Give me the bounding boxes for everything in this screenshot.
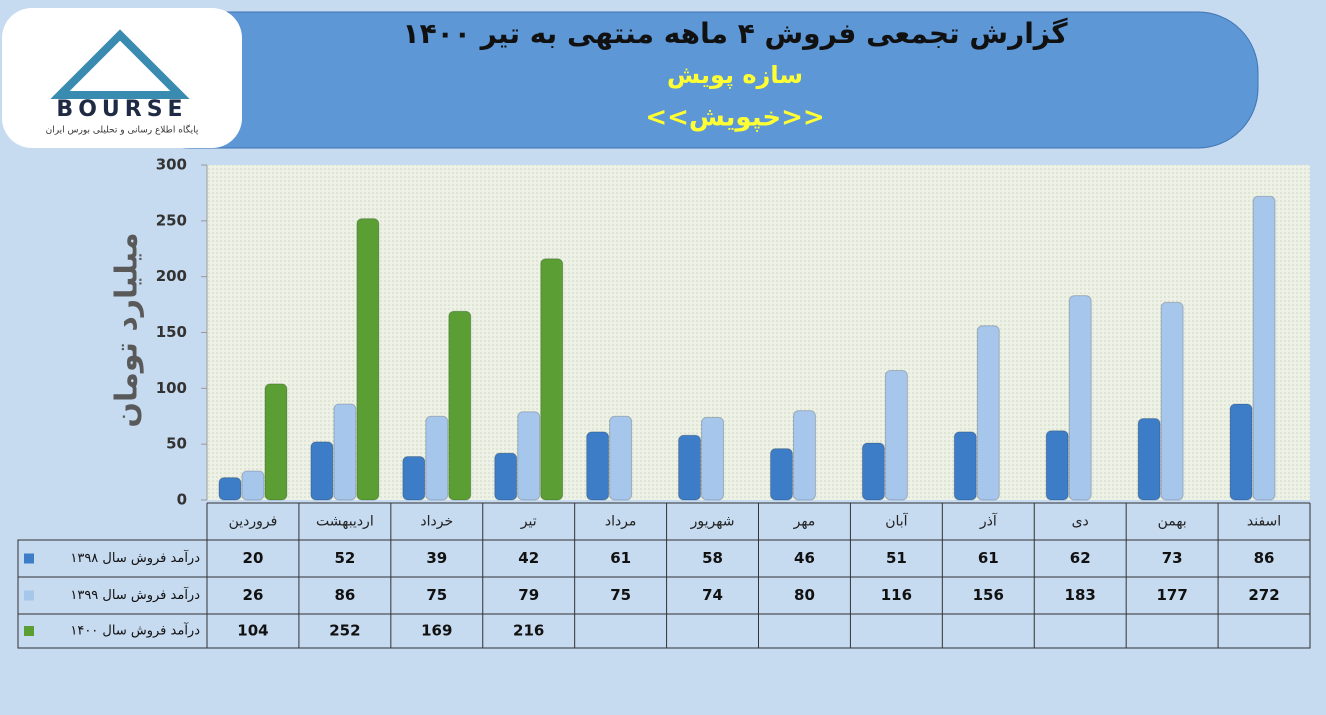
bar	[494, 452, 518, 501]
table-value: 73	[1162, 549, 1183, 567]
bar	[769, 448, 793, 501]
y-tick-label: 250	[156, 211, 187, 229]
y-tick-label: 0	[177, 491, 187, 509]
x-tick-label: خرداد	[420, 514, 453, 530]
bar	[448, 310, 472, 501]
table-value: 62	[1070, 549, 1091, 567]
bar	[356, 218, 380, 501]
chart-subtitle: سازه پویش	[667, 61, 803, 89]
bar	[218, 477, 242, 501]
bar	[1160, 301, 1184, 501]
table-value: 79	[518, 586, 539, 604]
bar	[586, 431, 610, 501]
x-tick-label: بهمن	[1158, 514, 1187, 530]
chart-symbol: <<خپویش>>	[645, 103, 824, 133]
legend-label: درآمد فروش سال ۱۳۹۹	[70, 586, 200, 603]
bar	[402, 455, 426, 501]
logo-shape	[50, 29, 190, 99]
y-tick-label: 300	[156, 156, 187, 174]
bar	[1229, 403, 1253, 501]
x-tick-label: آذر	[979, 513, 998, 530]
bar	[1137, 417, 1161, 501]
legend-swatch	[24, 626, 34, 636]
x-tick-label: شهریور	[690, 514, 735, 530]
table-value: 183	[1065, 586, 1096, 604]
table-value: 39	[426, 549, 447, 567]
bar	[701, 416, 725, 501]
bar	[241, 470, 265, 501]
x-tick-label: آبان	[885, 513, 908, 530]
table-value: 52	[334, 549, 355, 567]
table-value: 46	[794, 549, 815, 567]
bar	[976, 325, 1000, 501]
table-value: 75	[610, 586, 631, 604]
bar	[333, 403, 357, 501]
bar	[953, 431, 977, 501]
bar	[884, 369, 908, 501]
y-axis-label: میلیارد تومان	[110, 232, 145, 427]
table-value: 116	[881, 586, 912, 604]
y-tick-label: 150	[156, 323, 187, 341]
legend-swatch	[24, 590, 34, 601]
plot-area	[207, 165, 1310, 500]
y-tick-label: 50	[166, 435, 187, 453]
table-value: 86	[1254, 549, 1275, 567]
x-tick-label: مرداد	[605, 514, 637, 530]
legend-label: درآمد فروش سال ۱۴۰۰	[70, 622, 200, 639]
bar	[792, 410, 816, 501]
bar	[264, 383, 288, 501]
table-value: 42	[518, 549, 539, 567]
x-tick-label: اسفند	[1247, 514, 1281, 530]
x-tick-label: مهر	[793, 514, 816, 530]
bar	[540, 258, 564, 501]
bar	[861, 442, 885, 501]
logo-box	[2, 8, 242, 148]
table-value: 177	[1156, 586, 1187, 604]
bar	[1045, 430, 1069, 501]
table-value: 86	[334, 586, 355, 604]
table-value: 272	[1248, 586, 1279, 604]
legend-label: درآمد فروش سال ۱۳۹۸	[70, 549, 200, 566]
table-value: 216	[513, 622, 544, 640]
bar	[425, 415, 449, 501]
legend-swatch	[24, 553, 34, 564]
y-tick-label: 100	[156, 379, 187, 397]
table-value: 156	[973, 586, 1004, 604]
table-value: 74	[702, 586, 723, 604]
x-tick-label: فروردین	[229, 514, 278, 530]
table-value: 75	[426, 586, 447, 604]
x-tick-label: دی	[1072, 514, 1089, 530]
x-tick-label: اردیبهشت	[316, 514, 374, 530]
logo-tagline: پایگاه اطلاع رسانی و تحلیلی بورس ایران	[46, 124, 199, 136]
table-value: 51	[886, 549, 907, 567]
table-value: 61	[978, 549, 999, 567]
bar	[517, 411, 541, 501]
table-value: 20	[243, 549, 264, 567]
x-tick-label: تیر	[520, 514, 537, 530]
bar	[609, 415, 633, 501]
bar	[678, 434, 702, 501]
table-value: 104	[237, 622, 268, 640]
bar	[1068, 295, 1092, 501]
y-tick-label: 200	[156, 267, 187, 285]
table-value: 169	[421, 622, 452, 640]
bar	[310, 441, 334, 501]
logo-text: BOURSE	[56, 97, 187, 122]
chart-title: گزارش تجمعی فروش ۴ ماهه منتهی به تیر ۱۴۰…	[402, 17, 1068, 50]
table-value: 80	[794, 586, 815, 604]
table-value: 252	[329, 622, 360, 640]
table-value: 58	[702, 549, 723, 567]
table-value: 26	[243, 586, 264, 604]
bar	[1252, 195, 1276, 501]
table-value: 61	[610, 549, 631, 567]
